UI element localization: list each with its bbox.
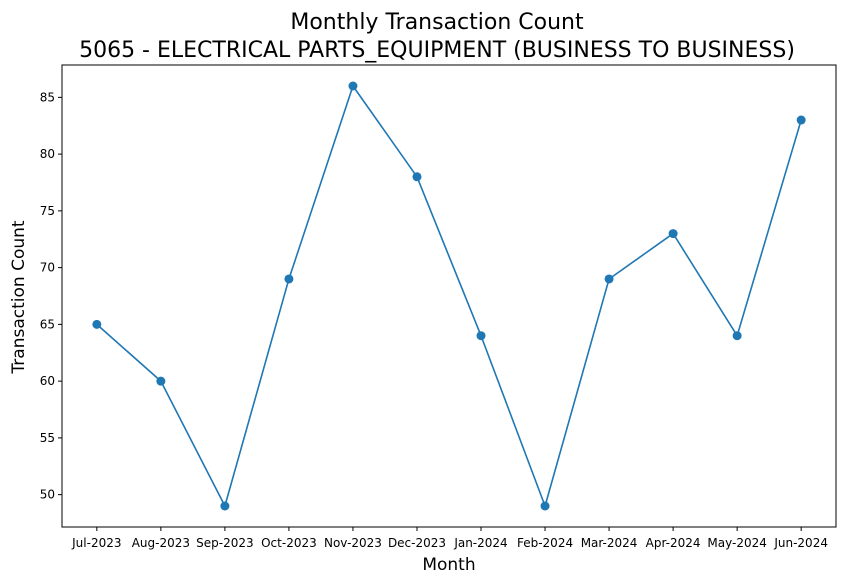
x-tick-label-Jun-2024: Jun-2024	[773, 536, 828, 550]
x-tick-label-Nov-2023: Nov-2023	[324, 536, 382, 550]
x-tick-label-Jul-2023: Jul-2023	[71, 536, 121, 550]
data-point-Aug-2023	[156, 376, 166, 386]
plot-area: 50 55 60 65 70 75 80 85 Jul-2023 Aug-2023 Sep-2023…	[40, 64, 837, 550]
data-point-Sep-2023	[220, 501, 230, 511]
y-tick-label-70: 70	[40, 261, 55, 275]
x-tick-label-Jan-2024: Jan-2024	[453, 536, 507, 550]
y-tick-label-85: 85	[40, 90, 55, 104]
x-tick-label-Mar-2024: Mar-2024	[581, 536, 638, 550]
series-line-0	[96, 85, 802, 507]
y-tick-label-65: 65	[40, 317, 55, 331]
data-point-Apr-2024	[668, 229, 678, 239]
data-point-Jan-2024	[476, 331, 486, 341]
chart-title: Monthly Transaction Count	[290, 10, 584, 35]
data-point-May-2024	[732, 331, 742, 341]
data-point-Jun-2024	[796, 115, 806, 125]
y-tick-label-80: 80	[40, 147, 55, 161]
x-tick-label-Aug-2023: Aug-2023	[132, 536, 190, 550]
x-tick-label-May-2024: May-2024	[707, 536, 766, 550]
data-point-Jul-2023	[92, 319, 102, 329]
data-point-Feb-2024	[540, 501, 550, 511]
plot-frame	[61, 64, 837, 528]
x-tick-label-Sep-2023: Sep-2023	[196, 536, 254, 550]
x-tick-label-Oct-2023: Oct-2023	[261, 536, 317, 550]
data-point-Oct-2023	[284, 274, 294, 284]
x-tick-label-Feb-2024: Feb-2024	[517, 536, 573, 550]
y-tick-label-50: 50	[40, 488, 55, 502]
x-axis-label: Month	[422, 555, 475, 575]
data-point-Mar-2024	[604, 274, 614, 284]
y-tick-label-55: 55	[40, 431, 55, 445]
y-tick-label-75: 75	[40, 204, 55, 218]
data-point-Dec-2023	[412, 172, 422, 182]
y-tick-label-60: 60	[40, 374, 55, 388]
x-tick-label-Dec-2023: Dec-2023	[388, 536, 446, 550]
y-axis-label: Transaction Count	[9, 220, 29, 374]
chart-subtitle: 5065 - ELECTRICAL PARTS_EQUIPMENT (BUSIN…	[79, 38, 795, 63]
data-point-Nov-2023	[348, 81, 358, 91]
x-tick-label-Apr-2024: Apr-2024	[646, 536, 701, 550]
